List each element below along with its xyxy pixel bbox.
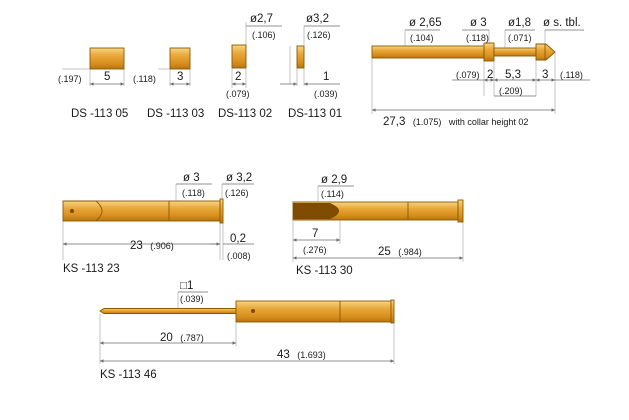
total-length: 27,3 (1.075) with collar height 02 [383, 112, 528, 129]
pin-hole [70, 209, 74, 213]
collar-body [89, 47, 125, 70]
length: 43 (1.693) [277, 345, 326, 362]
pin-collar [483, 42, 495, 62]
square-value: □1 [180, 280, 193, 292]
part-label: DS -113 05 [71, 108, 128, 120]
pin-needle [99, 308, 237, 314]
length-value: 5 [104, 71, 110, 83]
dia-2-inch: (.118) [466, 33, 489, 43]
length-inch: (.984) [398, 247, 422, 257]
part-ds-113-05: 5 (.197) DS -113 05 [58, 47, 128, 120]
pin-hole [251, 309, 255, 313]
needle-length-value: 20 [160, 332, 173, 344]
len-2: 2 [487, 69, 493, 81]
len-079: (.079) [456, 70, 480, 80]
dia-2: ø 3,2 [226, 172, 252, 184]
total-inch: (1.075) [413, 117, 442, 127]
len-3: 3 [542, 69, 548, 81]
length-inch: (.906) [150, 241, 174, 251]
diameter-value: (.118) [133, 74, 156, 84]
pin-body [371, 45, 485, 59]
part-label: KS -113 30 [296, 265, 353, 277]
len-5-3: 5,3 [505, 69, 521, 81]
length: 25 (.984) [378, 242, 422, 259]
dia-1: ø 2,65 [409, 17, 442, 29]
pin-flange [457, 199, 464, 223]
part-label: KS -113 23 [63, 263, 120, 275]
part-label: DS-113 01 [288, 108, 342, 120]
length-value: 3 [177, 71, 183, 83]
length-value: 25 [378, 246, 391, 258]
dia-1-inch: (.104) [410, 33, 434, 43]
diameter-inch: (.106) [252, 30, 276, 40]
collar-body [296, 45, 305, 69]
length-inch: (1.693) [297, 350, 326, 360]
pin-body [62, 200, 221, 222]
part-ks-113-30: ø 2,9 (.114) 7 (.276) 25 (.984) KS -113 … [292, 174, 464, 277]
part-label: DS-113 02 [218, 108, 272, 120]
tip-length: 7 [312, 228, 318, 240]
length-value: 2 [235, 71, 241, 83]
length: 23 (.906) [130, 236, 174, 253]
dia-2-inch: (.126) [225, 188, 249, 198]
dia-1-inch: (.118) [182, 188, 205, 198]
pin-tip-cavity [293, 203, 339, 219]
length-value: 1 [323, 71, 329, 83]
length-value: 23 [130, 240, 143, 252]
pin-neck [493, 47, 537, 57]
part-ds-113-01: ø3,2 (.126) 1 (.039) DS-113 01 [280, 13, 342, 120]
collar-body [169, 47, 191, 70]
part-ds-113-02: ø2,7 (.106) 2 (.079) DS-113 02 [218, 13, 282, 120]
dia-inch: (.114) [321, 189, 344, 199]
needle-length: 20 (.787) [160, 328, 204, 345]
part-ks-113-46: □1 (.039) 20 (.787) 43 (1.693) KS -113 4… [99, 280, 395, 381]
gap-inch: (.008) [227, 251, 251, 261]
tip-length-inch: (.276) [303, 245, 327, 255]
pin-body [235, 300, 392, 323]
square-inch: (.039) [180, 294, 204, 304]
part-label: DS -113 03 [147, 108, 204, 120]
dia-1: ø 3 [183, 172, 200, 184]
total-value: 27,3 [383, 116, 405, 128]
dia-2: ø 3 [470, 17, 487, 29]
dia-4: ø s. tbl. [543, 17, 581, 29]
pin-flange [219, 198, 224, 224]
len-118: (.118) [560, 70, 583, 80]
gap-value: 0,2 [230, 233, 246, 245]
part-pin-with-collar: ø 2,65 (.104) ø 3 (.118) ø1,8 (.071) ø s… [371, 17, 590, 129]
needle-length-inch: (.787) [180, 333, 204, 343]
diameter-value: (.197) [58, 74, 82, 84]
dia-3-inch: (.071) [508, 33, 532, 43]
length-inch: (.039) [314, 89, 338, 99]
total-note: with collar height 02 [448, 117, 529, 127]
part-ks-113-23: ø 3 (.118) ø 3,2 (.126) 23 (.906) 0,2 (.… [62, 172, 254, 275]
dia-value: ø 2,9 [321, 174, 347, 186]
pin-flange [390, 299, 395, 324]
part-ds-113-03: 3 (.118) DS -113 03 [133, 47, 204, 120]
collar-body [231, 44, 247, 69]
part-label: KS -113 46 [100, 369, 157, 381]
length-value: 43 [277, 349, 290, 361]
pin-tip [535, 43, 556, 61]
len-209: (.209) [499, 86, 523, 96]
diameter-value: ø2,7 [250, 13, 273, 25]
diameter-value: ø3,2 [306, 13, 329, 25]
diameter-inch: (.126) [307, 30, 331, 40]
dia-3: ø1,8 [508, 17, 531, 29]
length-inch: (.079) [226, 89, 250, 99]
